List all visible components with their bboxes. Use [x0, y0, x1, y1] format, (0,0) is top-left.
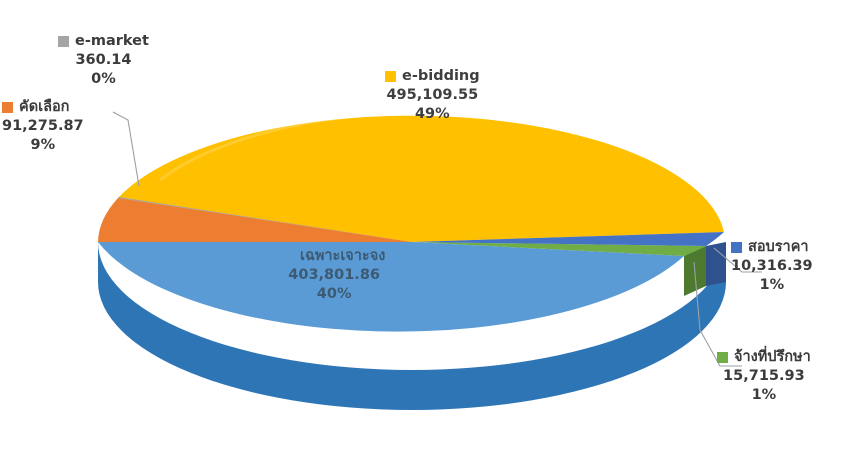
- data-label-emarket: e-market 360.14 0%: [58, 32, 149, 89]
- slice-emarket[interactable]: [118, 196, 412, 242]
- data-label-chapo: เฉพาะเจาะจง 403,801.86 40%: [283, 247, 385, 304]
- slice-chapo[interactable]: [98, 242, 684, 332]
- slice-katluek[interactable]: [98, 198, 412, 242]
- slice-side-chapo: [98, 242, 726, 410]
- slice-side-sobraka: [706, 242, 726, 286]
- slice-consult[interactable]: [412, 242, 706, 256]
- data-label-chapo-percent: 40%: [316, 286, 352, 303]
- leader-line-sobraka: [713, 247, 762, 273]
- data-label-sobraka-value: 10,316.39: [731, 258, 813, 275]
- data-label-katluek-value: 91,275.87: [2, 118, 84, 135]
- data-label-consult-name: จ้างที่ปรึกษา: [734, 349, 811, 365]
- legend-swatch-emarket: [58, 36, 69, 48]
- data-label-emarket-title: e-market: [58, 32, 149, 51]
- data-label-ebidding-title: e-bidding: [385, 67, 480, 86]
- data-label-ebidding-percent: 49%: [414, 106, 450, 123]
- legend-swatch-chapo: [283, 251, 294, 263]
- legend-swatch-katluek: [2, 102, 13, 114]
- data-label-katluek: คัดเลือก 91,275.87 9%: [2, 98, 84, 155]
- data-label-consult: จ้างที่ปรึกษา 15,715.93 1%: [717, 348, 811, 405]
- data-label-ebidding: e-bidding 495,109.55 49%: [385, 67, 480, 124]
- data-label-sobraka-percent: 1%: [759, 277, 785, 294]
- leader-line-emarket: [112, 111, 140, 187]
- slice-sobraka[interactable]: [412, 232, 724, 246]
- data-label-consult-percent: 1%: [751, 387, 777, 404]
- data-label-chapo-name: เฉพาะเจาะจง: [300, 248, 386, 264]
- pie-top-highlight: [159, 110, 601, 182]
- data-label-katluek-title: คัดเลือก: [2, 98, 84, 117]
- leader-lines: [112, 111, 762, 367]
- leader-line-consult: [693, 261, 742, 367]
- slice-ebidding[interactable]: [118, 115, 724, 242]
- data-label-sobraka: สอบราคา 10,316.39 1%: [731, 238, 813, 295]
- data-label-emarket-percent: 0%: [91, 71, 116, 88]
- legend-swatch-sobraka: [731, 242, 742, 254]
- data-label-ebidding-value: 495,109.55: [386, 87, 479, 104]
- data-label-consult-value: 15,715.93: [723, 368, 805, 385]
- pie-top-faces[interactable]: [98, 115, 724, 332]
- data-label-katluek-name: คัดเลือก: [19, 99, 70, 115]
- data-label-katluek-percent: 9%: [30, 137, 56, 154]
- legend-swatch-consult: [717, 352, 728, 364]
- data-label-emarket-name: e-market: [75, 33, 149, 49]
- data-label-ebidding-name: e-bidding: [402, 68, 480, 84]
- data-label-consult-title: จ้างที่ปรึกษา: [717, 348, 811, 367]
- data-label-sobraka-name: สอบราคา: [748, 239, 809, 255]
- data-label-emarket-value: 360.14: [75, 52, 132, 69]
- data-label-chapo-title: เฉพาะเจาะจง: [283, 247, 385, 266]
- data-label-sobraka-title: สอบราคา: [731, 238, 813, 257]
- data-label-chapo-value: 403,801.86: [288, 267, 380, 284]
- legend-swatch-ebidding: [385, 71, 396, 83]
